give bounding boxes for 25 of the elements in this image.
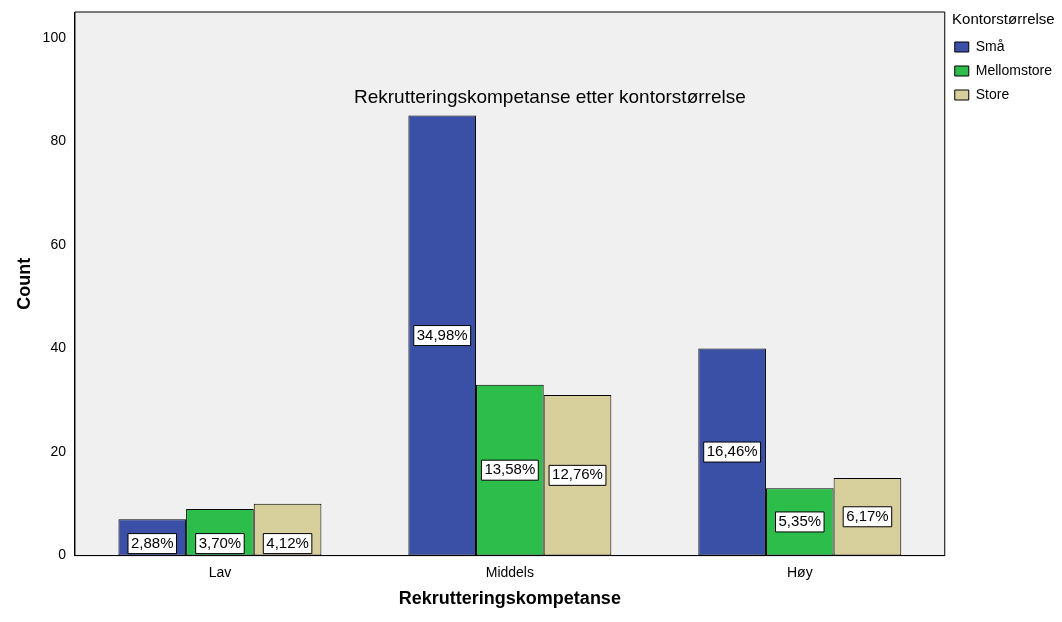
x-tick-label: Middels bbox=[485, 563, 534, 580]
y-axis-title: Count bbox=[13, 257, 34, 310]
y-tick-label: 0 bbox=[58, 546, 67, 563]
annotation: 6,17% bbox=[846, 506, 889, 524]
x-tick-label: Høy bbox=[786, 563, 813, 580]
annotation: 2,88% bbox=[131, 533, 174, 551]
legend-title: Kontorstørrelse bbox=[952, 9, 1055, 27]
legend-label: Små bbox=[975, 37, 1005, 54]
annotation: 16,46% bbox=[706, 442, 758, 460]
annotation: 4,12% bbox=[266, 533, 309, 551]
y-tick-label: 20 bbox=[50, 442, 67, 459]
text: Rekrutteringskompetanse etter kontorstørrelse bbox=[353, 86, 746, 108]
annotation: 5,35% bbox=[778, 512, 822, 530]
x-axis-title: Rekrutteringskompetanse bbox=[398, 588, 621, 609]
annotation: 34,98% bbox=[416, 325, 468, 343]
annotation: 3,70% bbox=[198, 533, 242, 551]
annotation: 13,58% bbox=[484, 460, 536, 478]
x-tick-label: Lav bbox=[208, 563, 232, 580]
y-tick-label: 60 bbox=[50, 235, 67, 252]
legend-label: Store bbox=[975, 85, 1010, 102]
y-tick-label: 40 bbox=[50, 339, 67, 356]
annotation: 12,76% bbox=[552, 465, 603, 483]
legend-label: Mellomstore bbox=[975, 61, 1053, 78]
y-tick-label: 100 bbox=[42, 28, 67, 45]
y-tick-label: 80 bbox=[50, 132, 67, 149]
